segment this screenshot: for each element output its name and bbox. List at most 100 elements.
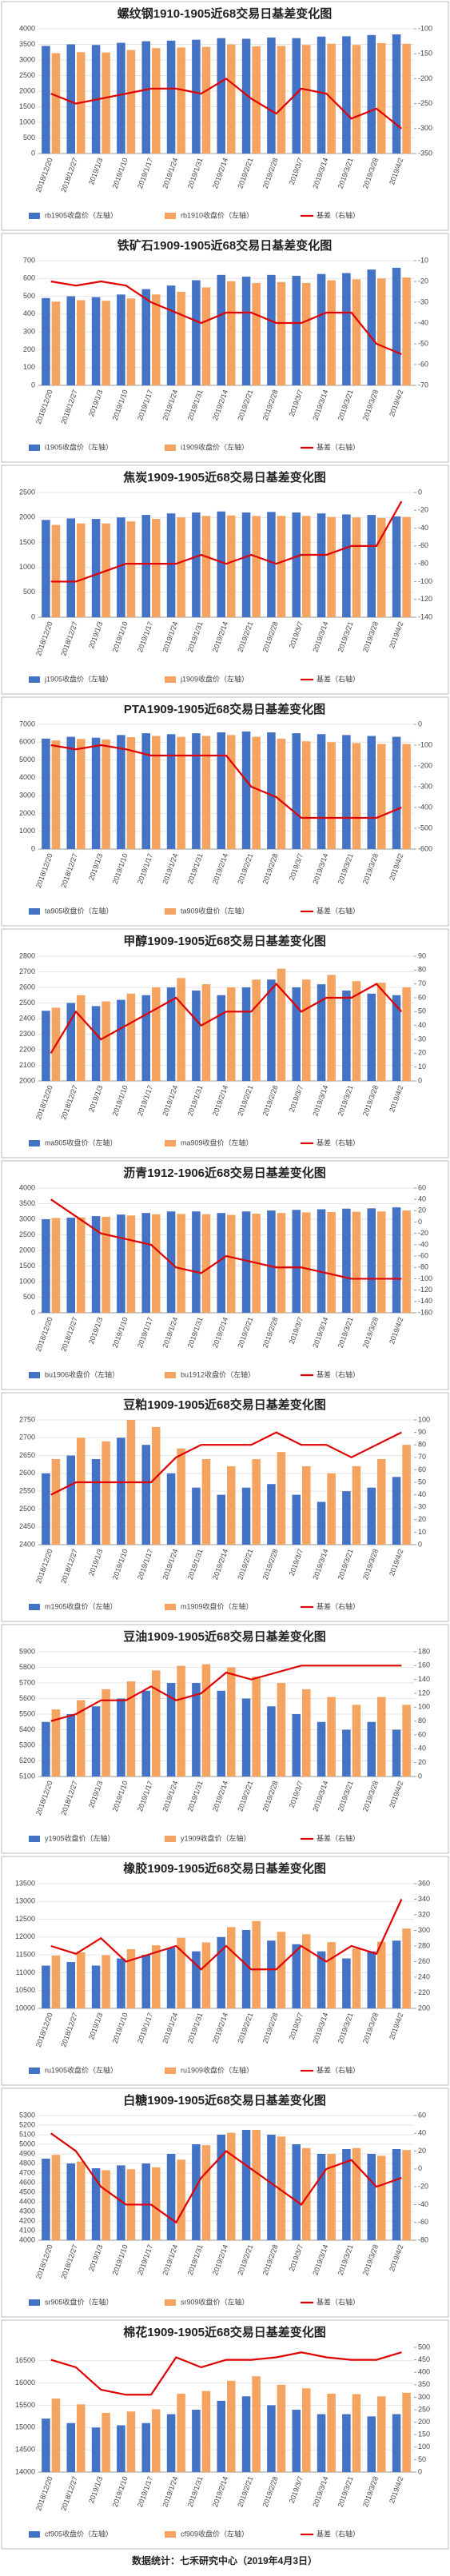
legend-label: 基差（右轴）: [317, 2529, 360, 2538]
y-tick-label: 1000: [19, 827, 35, 835]
bar: [177, 978, 185, 1081]
bar: [201, 46, 211, 154]
bar: [217, 2400, 225, 2472]
basis-line: [50, 1899, 403, 1971]
bar: [51, 2399, 61, 2472]
legend-label: m1905收盘价（左轴）: [45, 1601, 117, 1610]
y2-tick-label: -150: [418, 50, 432, 58]
bar: [141, 2163, 150, 2240]
y-tick-label: 2600: [19, 1469, 35, 1477]
bar: [277, 968, 286, 1081]
y2-tick-label: 0: [418, 1772, 422, 1780]
bar: [392, 34, 401, 154]
bar: [292, 1210, 301, 1313]
legend-label: i1905收盘价（左轴）: [45, 442, 113, 451]
bar: [217, 732, 225, 849]
y2-tick-label: 60: [418, 1730, 426, 1738]
bar: [277, 516, 286, 617]
bar: [152, 1945, 161, 2008]
bar: [252, 2376, 261, 2472]
y2-tick-label: 400: [418, 2368, 430, 2376]
bar: [192, 39, 201, 154]
bar: [126, 298, 136, 385]
bar: [292, 275, 301, 385]
y-tick-label: 2650: [19, 1451, 35, 1459]
y-tick-label: 5300: [19, 2111, 35, 2119]
bar: [117, 1214, 125, 1313]
y2-tick-label: 40: [418, 1021, 426, 1029]
bar: [77, 1217, 86, 1313]
bar: [392, 995, 401, 1081]
bar: [302, 282, 311, 385]
bar: [327, 975, 336, 1081]
legend-label: 基差（右轴）: [317, 906, 360, 915]
bar: [241, 987, 251, 1081]
y-tick-label: 4300: [19, 2207, 35, 2215]
bar: [277, 2384, 286, 2472]
y2-tick-label: 150: [418, 2430, 430, 2438]
bar: [117, 1438, 125, 1545]
y-tick-label: 5700: [19, 1678, 35, 1686]
bar: [91, 737, 101, 849]
bar: [141, 733, 150, 849]
y-tick-label: 5300: [19, 1741, 35, 1749]
chart-title: 白糖1909-1905近68交易日基差变化图: [123, 2093, 325, 2107]
y-tick-label: 1500: [19, 1262, 35, 1270]
legend-label: j1909收盘价（左轴）: [180, 674, 249, 683]
y-tick-label: 3500: [19, 40, 35, 48]
bar: [141, 1690, 150, 1776]
y-tick-label: 2550: [19, 1487, 35, 1495]
bar: [102, 1001, 110, 1081]
bar: [241, 512, 251, 617]
bar: [327, 1212, 336, 1313]
bar: [267, 1210, 276, 1313]
bar: [77, 523, 86, 617]
y2-tick-label: 140: [418, 1675, 430, 1683]
bar: [66, 2163, 75, 2240]
bar: [367, 34, 376, 154]
bar: [241, 1929, 251, 2008]
y2-tick-label: -140: [418, 612, 432, 620]
bar: [192, 990, 201, 1081]
legend-label: 基差（右轴）: [317, 674, 360, 683]
legend-label: cf905收盘价（左轴）: [45, 2529, 113, 2538]
legend-swatch: [29, 213, 40, 219]
y-tick-label: 2100: [19, 1061, 35, 1069]
basis-line: [50, 744, 402, 819]
y2-tick-label: 10: [418, 1528, 426, 1536]
y2-tick-label: 40: [418, 1195, 426, 1203]
chart-title: 沥青1912-1906近68交易日基差变化图: [123, 1166, 325, 1180]
bar: [166, 987, 176, 1081]
y2-tick-label: -250: [418, 99, 432, 107]
bar: [317, 273, 326, 385]
chart-title: PTA1909-1905近68交易日基差变化图: [124, 702, 325, 716]
bar: [317, 2414, 326, 2472]
y2-tick-label: -100: [418, 1274, 432, 1282]
bar: [177, 2393, 185, 2472]
legend-swatch: [29, 1604, 40, 1610]
bar: [152, 1670, 161, 1776]
legend-label: ma909收盘价（左轴）: [181, 1138, 253, 1146]
legend-swatch: [165, 676, 176, 683]
bar: [51, 1218, 61, 1313]
y2-tick-label: -200: [418, 761, 432, 769]
legend-label: cf909收盘价（左轴）: [181, 2529, 249, 2538]
y-tick-label: 1000: [19, 1277, 35, 1285]
bar: [267, 979, 276, 1081]
y-tick-label: 2800: [19, 951, 35, 959]
y2-tick-label: -40: [418, 2200, 428, 2208]
bar: [392, 2414, 401, 2472]
y2-tick-label: 0: [418, 2164, 422, 2172]
y2-tick-label: 0: [418, 720, 422, 728]
bar: [217, 1936, 225, 2008]
y2-tick-label: 0: [418, 2467, 422, 2475]
bar: [227, 1465, 236, 1545]
bar: [166, 513, 176, 617]
legend-swatch: [165, 908, 176, 915]
bar: [317, 984, 326, 1081]
bar: [201, 516, 211, 617]
bar: [352, 2394, 361, 2472]
y2-tick-label: -40: [418, 524, 428, 532]
y2-tick-label: 200: [418, 2004, 430, 2012]
bar: [91, 1459, 101, 1545]
